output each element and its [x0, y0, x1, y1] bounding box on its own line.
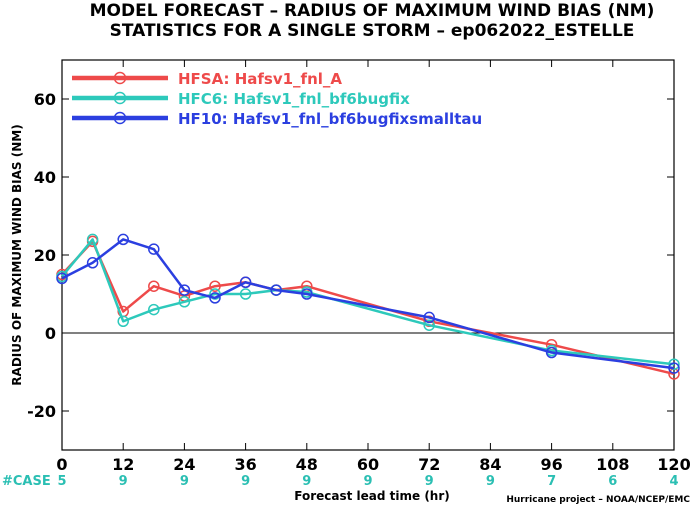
case-count: 6: [608, 474, 617, 489]
y-axis-label: RADIUS OF MAXIMUM WIND BIAS (NM): [10, 124, 24, 385]
series-point-2: [178, 296, 191, 308]
y-tick-label: 40: [34, 168, 56, 187]
case-count: 9: [302, 474, 311, 489]
case-count: 4: [669, 474, 678, 489]
series-point-3: [209, 292, 221, 304]
x-tick-label: 0: [56, 455, 67, 474]
case-count: 9: [363, 474, 372, 489]
x-tick-label: 84: [479, 455, 501, 474]
x-tick-label: 36: [234, 455, 256, 474]
series-point-3: [668, 362, 680, 374]
series-point-3: [148, 243, 160, 255]
legend-marker: [113, 111, 127, 125]
x-tick-label: 96: [540, 455, 562, 474]
series-point-3: [301, 288, 313, 300]
series-point-1: [148, 280, 160, 292]
x-tick-label: 120: [657, 455, 690, 474]
series-point-3: [423, 311, 435, 324]
y-tick-label: 20: [34, 246, 56, 265]
chart-title-line2: STATISTICS FOR A SINGLE STORM – ep062022…: [110, 21, 635, 41]
legend-label: HF10: Hafsv1_fnl_bf6bugfixsmalltau: [178, 110, 482, 128]
series-point-2: [148, 303, 160, 316]
x-tick-label: 72: [418, 455, 440, 474]
credit-text: Hurricane project – NOAA/NCEP/EMC: [506, 495, 690, 505]
series-point-3: [239, 276, 252, 289]
y-tick-label: 0: [45, 324, 56, 343]
legend: HFSA: Hafsv1_fnl_A HFC6: Hafsv1_fnl_bf6bu…: [72, 70, 482, 128]
series-line-1: [61, 240, 675, 376]
x-tick-label: 48: [296, 455, 318, 474]
y-tick-label: 60: [34, 90, 56, 109]
series-point-3: [270, 284, 282, 296]
series-layer: [56, 233, 680, 380]
series-line-3: [61, 238, 675, 370]
case-counts: 5 9 9 9 9 9 9 9 7 6 4: [57, 474, 678, 489]
y-tick-label: -20: [27, 402, 56, 421]
case-count: 9: [180, 474, 189, 489]
series-line-2: [61, 238, 675, 366]
legend-marker: [113, 71, 127, 85]
series-point-3: [56, 272, 68, 285]
series-point-3: [86, 257, 99, 269]
series-point-2: [668, 358, 680, 370]
case-count: 9: [241, 474, 250, 489]
x-tick-label: 60: [357, 455, 379, 474]
case-count: 5: [57, 474, 66, 489]
legend-marker: [113, 91, 127, 105]
case-count: 9: [425, 474, 434, 489]
legend-label: HFC6: Hafsv1_fnl_bf6bugfix: [178, 90, 410, 108]
legend-label: HFSA: Hafsv1_fnl_A: [178, 70, 342, 88]
case-count: 9: [486, 474, 495, 489]
case-count: 7: [547, 474, 556, 489]
series-point-3: [545, 346, 558, 359]
series-point-2: [86, 233, 99, 246]
series-point-3: [117, 233, 129, 246]
x-axis: 0 12 24 36 48 60 72 84 96 108 120: [56, 60, 691, 474]
case-label: #CASE: [2, 474, 51, 489]
series-point-1: [209, 280, 221, 292]
y-axis: -20 0 20 40 60: [27, 90, 674, 421]
x-tick-label: 108: [596, 455, 629, 474]
case-count: 9: [119, 474, 128, 489]
x-tick-label: 12: [112, 455, 134, 474]
chart-title-line1: MODEL FORECAST – RADIUS OF MAXIMUM WIND …: [90, 1, 655, 21]
x-axis-label: Forecast lead time (hr): [294, 489, 450, 503]
series-point-3: [178, 284, 191, 296]
series-point-2: [239, 288, 252, 300]
series-point-2: [423, 319, 435, 331]
x-tick-label: 24: [173, 455, 195, 474]
series-point-2: [117, 315, 129, 328]
